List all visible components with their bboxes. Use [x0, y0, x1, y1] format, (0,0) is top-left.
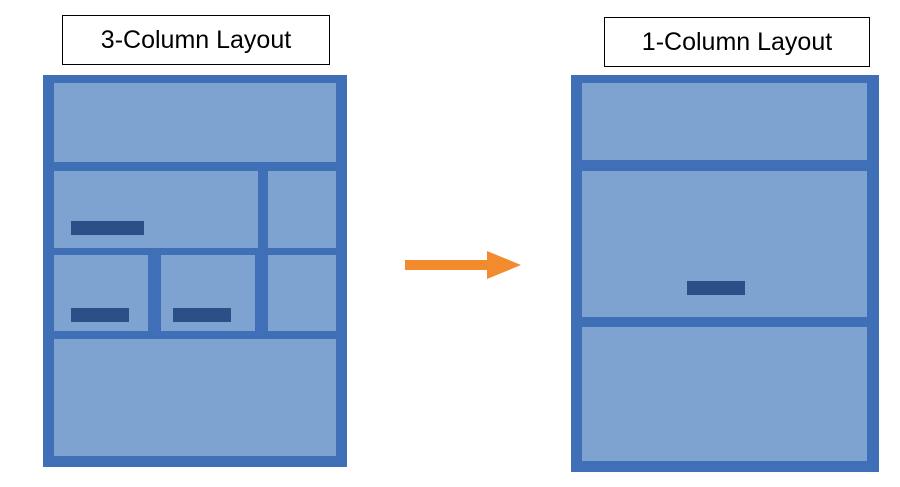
side-panel-top [268, 171, 336, 248]
right-arrow-icon [405, 251, 521, 279]
one-column-layout-frame [571, 75, 879, 472]
header-panel [54, 83, 336, 162]
side-panel-bottom [268, 255, 336, 331]
content-bar-left [71, 308, 129, 322]
content-bar [687, 281, 745, 295]
header-panel [582, 83, 867, 160]
one-column-layout-label: 1-Column Layout [604, 17, 870, 67]
footer-panel [582, 327, 867, 461]
content-bar-middle [173, 308, 231, 322]
content-panel-top [54, 171, 258, 248]
three-column-layout-frame [43, 75, 347, 467]
footer-panel [54, 339, 336, 456]
content-bar-top [71, 221, 144, 235]
content-panel [582, 171, 867, 317]
three-column-layout-label: 3-Column Layout [62, 15, 330, 65]
